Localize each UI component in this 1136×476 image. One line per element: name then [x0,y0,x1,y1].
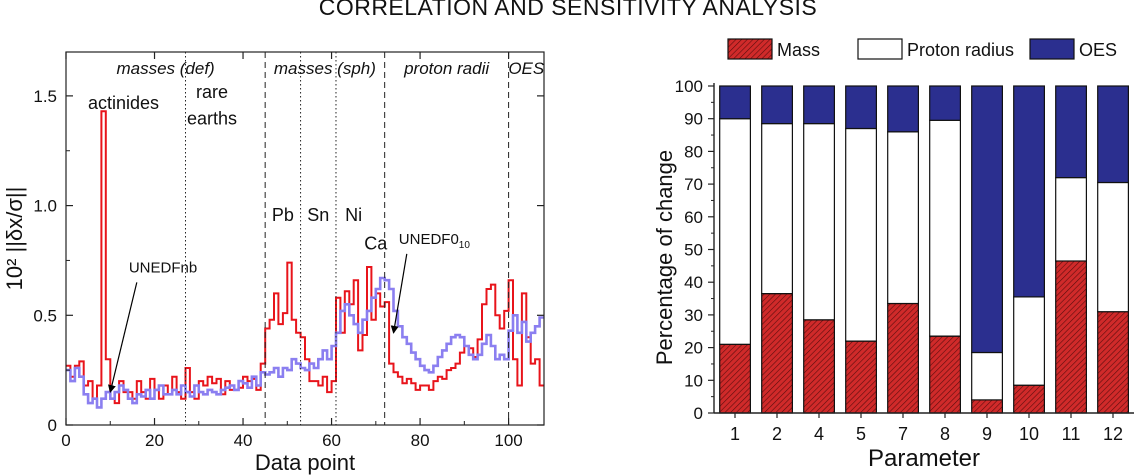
legend-swatch-oes [1029,38,1075,60]
x-tick-label: 9 [982,424,992,444]
bar-mass-5 [845,340,878,414]
x-tick-label: 5 [856,424,866,444]
bar-oes-11 [1055,85,1087,179]
annotation-label: actinides [88,93,159,113]
y-tick-label: 70 [684,175,703,194]
y-tick-label: 20 [684,339,703,358]
x-tick-label: 100 [494,431,522,450]
bar-proton-radius-1 [719,118,752,345]
plot-frame [65,51,545,426]
legend-label-proton-radius: Proton radius [907,40,1014,60]
bar-proton-radius-2 [761,122,794,295]
x-tick-label: 4 [814,424,824,444]
x-axis-label: Parameter [868,445,980,472]
region-label: proton radii [403,59,490,78]
legend-swatch-mass [727,38,773,60]
bar-proton-radius-10 [1013,296,1046,386]
x-tick-label: 2 [772,424,782,444]
series-line-2 [66,276,544,409]
y-tick-label: 80 [684,142,703,161]
x-tick-label: 10 [1019,424,1039,444]
legend-swatch-proton-radius [857,38,903,60]
page-title: CORRELATION AND SENSITIVITY ANALYSIS [318,0,818,20]
x-tick-label: 8 [940,424,950,444]
y-tick-label: 40 [684,273,703,292]
bar-proton-radius-7 [887,131,920,305]
x-tick-label: 11 [1062,424,1081,444]
y-tick-label: 30 [684,306,703,325]
right-stacked-bar-chart: 1 2 4 5 7 8 9 10 11 120102030405060708090100Param… [652,38,1134,472]
bar-proton-radius-5 [845,127,878,342]
y-tick-label: 0.5 [33,306,57,325]
bar-oes-9 [971,85,1004,354]
arrow-pointer [390,253,408,334]
annotation-label: Pb [272,205,294,225]
x-axis-label: Data point [255,450,355,475]
y-tick-label: 1.0 [33,197,57,216]
bar-oes-4 [803,85,836,125]
annotation-label: Ca [364,233,388,253]
y-tick-label: 0 [694,404,703,423]
arrow-pointer [108,282,138,394]
x-tick-label: 7 [898,424,908,444]
y-tick-label: 100 [675,77,703,96]
bar-mass-11 [1055,260,1087,414]
left-line-chart: 0 20 40 60 80 100 0 0.5 1.0 1.5 Data point 10² ||δx… [2,51,545,475]
region-label: masses (def) [116,59,214,78]
legend-label-mass: Mass [777,40,820,60]
bar-oes-1 [719,85,752,120]
y-tick-label: 90 [684,110,703,129]
bar-oes-8 [929,85,962,121]
bar-mass-2 [761,293,794,414]
bar-proton-radius-9 [971,351,1004,401]
bar-oes-2 [761,85,794,125]
bar-mass-4 [803,319,836,414]
bar-proton-radius-11 [1055,177,1087,262]
y-tick-label: 60 [684,208,703,227]
legend-label-oes: OES [1079,40,1117,60]
x-tick-label: 60 [322,431,341,450]
bar-mass-7 [887,302,920,414]
y-axis-label: Percentage of change [652,150,677,365]
arrow-label-1: UNEDFnb [129,259,197,276]
bar-mass-10 [1013,384,1046,414]
bar-proton-radius-8 [929,119,962,337]
y-tick-label: 1.5 [33,87,57,106]
x-tick-label: 12 [1103,424,1123,444]
bar-mass-9 [971,399,1004,414]
region-label: OES [508,59,545,78]
y-tick-label: 0 [48,416,57,435]
x-tick-label: 80 [411,431,430,450]
bar-mass-1 [719,343,752,414]
annotation-label: Sn [307,205,329,225]
y-tick-label: 50 [684,241,703,260]
arrow-label-2: UNEDF010 [399,231,471,251]
x-tick-label: 1 [730,424,740,444]
x-tick-label: 0 [61,431,70,450]
bar-oes-7 [887,85,920,133]
bar-oes-5 [845,85,878,130]
region-label: masses (sph) [274,59,376,78]
x-tick-label: 20 [145,431,164,450]
bar-proton-radius-12 [1097,181,1129,313]
bar-oes-12 [1097,85,1129,184]
annotation-label: rare [196,82,228,102]
bar-proton-radius-4 [803,122,836,321]
y-axis-label: 10² ||δx/σ|| [2,187,27,291]
x-tick-label: 40 [234,431,253,450]
bar-mass-8 [929,335,962,414]
bar-oes-10 [1013,85,1046,298]
annotation-label: Ni [345,205,362,225]
bar-mass-12 [1097,311,1129,414]
annotation-label: earths [187,108,237,128]
y-tick-label: 10 [684,371,703,390]
